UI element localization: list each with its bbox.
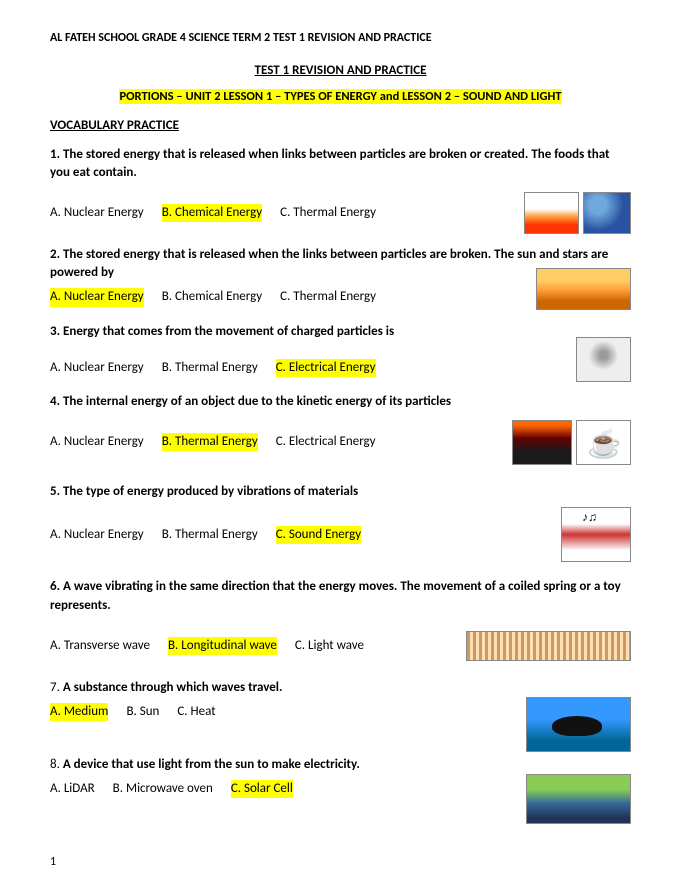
image-solar (526, 774, 631, 824)
q4-opt-b: B. Thermal Energy (162, 433, 258, 451)
q3-opt-a: A. Nuclear Energy (50, 359, 144, 377)
image-drum (561, 507, 631, 562)
question-1: 1. The stored energy that is released wh… (50, 146, 631, 182)
options-1: A. Nuclear Energy B. Chemical Energy C. … (50, 188, 631, 238)
options-4: A. Nuclear Energy B. Thermal Energy C. E… (50, 417, 631, 467)
doc-header: AL FATEH SCHOOL GRADE 4 SCIENCE TERM 2 T… (50, 30, 631, 47)
q2-opt-a: A. Nuclear Energy (50, 288, 144, 306)
image-sunset (536, 268, 631, 310)
image-cup (576, 420, 631, 465)
q2-opt-c: C. Thermal Energy (280, 288, 376, 306)
question-3: 3. Energy that comes from the movement o… (50, 323, 631, 341)
q8-opt-b: B. Microwave oven (113, 780, 213, 798)
image-fire (524, 192, 579, 234)
options-8: A. LiDAR B. Microwave oven C. Solar Cell (50, 780, 526, 798)
q6-opt-b: B. Longitudinal wave (168, 637, 277, 655)
doc-title: TEST 1 REVISION AND PRACTICE (50, 62, 631, 80)
portions-line: PORTIONS – UNIT 2 LESSON 1 – TYPES OF EN… (50, 88, 631, 106)
portions-text: PORTIONS – UNIT 2 LESSON 1 – TYPES OF EN… (119, 89, 561, 104)
section-heading: VOCABULARY PRACTICE (50, 117, 631, 135)
q2-opt-b: B. Chemical Energy (162, 288, 262, 306)
options-6: A. Transverse wave B. Longitudinal wave … (50, 621, 631, 671)
q6-opt-c: C. Light wave (295, 637, 364, 655)
page: { "header": "AL FATEH SCHOOL GRADE 4 SCI… (0, 0, 681, 891)
image-whale (526, 697, 631, 752)
q4-opt-c: C. Electrical Energy (276, 433, 376, 451)
image-spring (466, 631, 631, 661)
q1-opt-a: A. Nuclear Energy (50, 204, 144, 222)
options-3: A. Nuclear Energy B. Thermal Energy C. E… (50, 359, 576, 377)
q8-opt-c: C. Solar Cell (231, 780, 293, 798)
q5-opt-c: C. Sound Energy (276, 526, 361, 544)
question-7: 7. 7. A substance through which waves tr… (50, 679, 631, 697)
q6-opt-a: A. Transverse wave (50, 637, 150, 655)
q4-opt-a: A. Nuclear Energy (50, 433, 144, 451)
question-5: 5. The type of energy produced by vibrat… (50, 483, 631, 501)
page-number: 1 (50, 854, 631, 871)
question-6: 6. A wave vibrating in the same directio… (50, 578, 631, 614)
q5-opt-b: B. Thermal Energy (162, 526, 258, 544)
q5-opt-a: A. Nuclear Energy (50, 526, 144, 544)
image-fan (576, 337, 631, 382)
q1-opt-b: B. Chemical Energy (162, 204, 262, 222)
q8-opt-a: A. LiDAR (50, 780, 95, 798)
question-8: 8. A device that use light from the sun … (50, 756, 631, 774)
options-2: A. Nuclear Energy B. Chemical Energy C. … (50, 288, 536, 306)
q7-opt-c: C. Heat (177, 703, 215, 721)
question-4: 4. The internal energy of an object due … (50, 393, 631, 411)
q3-opt-c: C. Electrical Energy (276, 359, 376, 377)
image-coal (512, 420, 572, 465)
q3-opt-b: B. Thermal Energy (162, 359, 258, 377)
q7-opt-a: A. Medium (50, 703, 108, 721)
image-berries (583, 192, 631, 234)
options-5: A. Nuclear Energy B. Thermal Energy C. S… (50, 507, 631, 562)
q7-opt-b: B. Sun (126, 703, 159, 721)
options-7: A. Medium B. Sun C. Heat (50, 703, 526, 721)
q1-opt-c: C. Thermal Energy (280, 204, 376, 222)
